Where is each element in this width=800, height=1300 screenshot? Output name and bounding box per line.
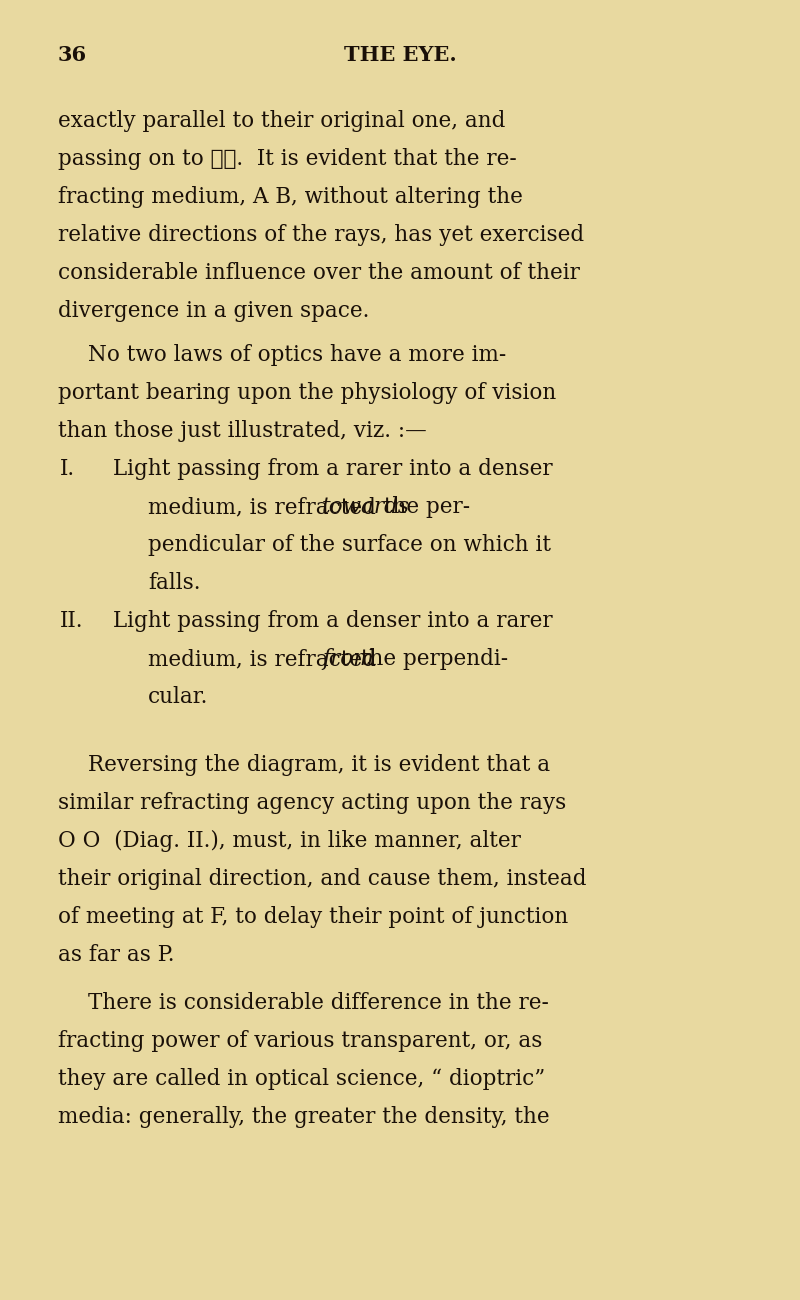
Text: There is considerable difference in the re-: There is considerable difference in the … — [88, 992, 549, 1014]
Text: their original direction, and cause them, instead: their original direction, and cause them… — [58, 868, 586, 891]
Text: medium, is refracted: medium, is refracted — [148, 647, 382, 670]
Text: passing on to ℓℓ.  It is evident that the re-: passing on to ℓℓ. It is evident that the… — [58, 148, 517, 170]
Text: medium, is refracted: medium, is refracted — [148, 497, 382, 517]
Text: as far as P.: as far as P. — [58, 944, 174, 966]
Text: pendicular of the surface on which it: pendicular of the surface on which it — [148, 534, 551, 556]
Text: they are called in optical science, “ dioptric”: they are called in optical science, “ di… — [58, 1069, 546, 1089]
Text: relative directions of the rays, has yet exercised: relative directions of the rays, has yet… — [58, 224, 584, 246]
Text: fracting medium, A B, without altering the: fracting medium, A B, without altering t… — [58, 186, 523, 208]
Text: divergence in a given space.: divergence in a given space. — [58, 300, 370, 322]
Text: II.: II. — [60, 610, 83, 632]
Text: towards: towards — [322, 497, 410, 517]
Text: fracting power of various transparent, or, as: fracting power of various transparent, o… — [58, 1030, 542, 1052]
Text: from: from — [322, 647, 374, 670]
Text: media: generally, the greater the density, the: media: generally, the greater the densit… — [58, 1106, 550, 1128]
Text: than those just illustrated, viz. :—: than those just illustrated, viz. :— — [58, 420, 426, 442]
Text: I.: I. — [60, 458, 75, 480]
Text: exactly parallel to their original one, and: exactly parallel to their original one, … — [58, 111, 506, 133]
Text: of meeting at F, to delay their point of junction: of meeting at F, to delay their point of… — [58, 906, 568, 928]
Text: THE EYE.: THE EYE. — [344, 46, 456, 65]
Text: 36: 36 — [58, 46, 87, 65]
Text: Reversing the diagram, it is evident that a: Reversing the diagram, it is evident tha… — [88, 754, 550, 776]
Text: falls.: falls. — [148, 572, 201, 594]
Text: No two laws of optics have a more im-: No two laws of optics have a more im- — [88, 344, 506, 367]
Text: Light passing from a rarer into a denser: Light passing from a rarer into a denser — [113, 458, 553, 480]
Text: the perpendi-: the perpendi- — [354, 647, 508, 670]
Text: cular.: cular. — [148, 686, 208, 708]
Text: similar refracting agency acting upon the rays: similar refracting agency acting upon th… — [58, 792, 566, 814]
Text: portant bearing upon the physiology of vision: portant bearing upon the physiology of v… — [58, 382, 556, 404]
Text: Light passing from a denser into a rarer: Light passing from a denser into a rarer — [113, 610, 553, 632]
Text: O O  (Diag. II.), must, in like manner, alter: O O (Diag. II.), must, in like manner, a… — [58, 829, 521, 852]
Text: the per-: the per- — [378, 497, 470, 517]
Text: considerable influence over the amount of their: considerable influence over the amount o… — [58, 263, 580, 283]
